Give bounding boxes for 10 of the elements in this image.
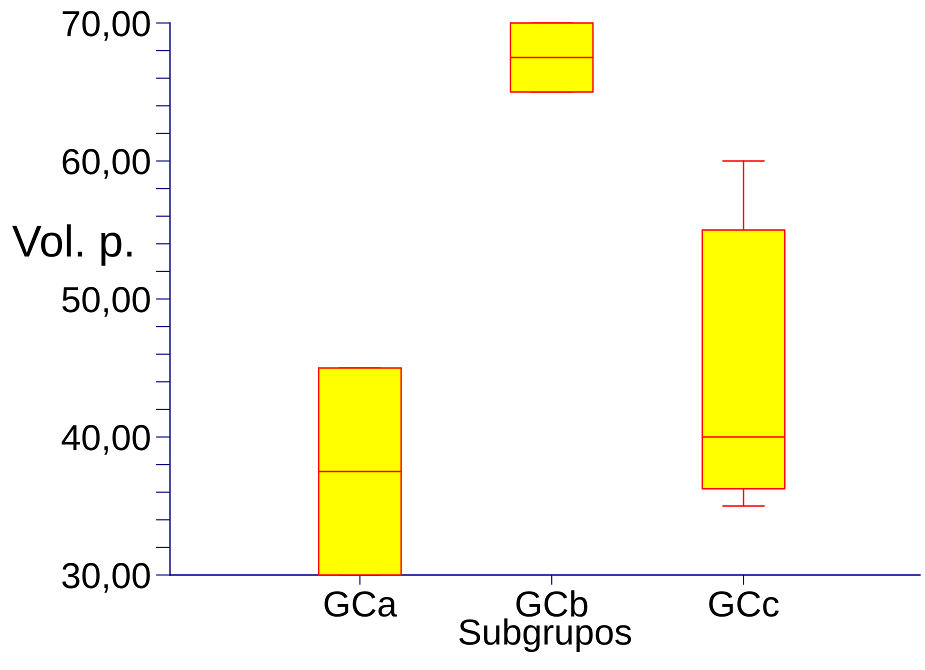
y-axis-title: Vol. p. [12, 224, 132, 266]
x-tick-label: GCc [709, 591, 779, 617]
y-tick-label: 70,00 [62, 10, 150, 41]
y-tick-label: 60,00 [62, 148, 150, 179]
y-tick-label: 50,00 [62, 286, 150, 317]
x-axis-title: Subgrupos [459, 618, 632, 652]
x-tick-label: GCb [516, 590, 588, 617]
x-tick-label: GCa [324, 591, 398, 617]
y-tick-label: 40,00 [62, 424, 150, 455]
y-tick-label: 30,00 [62, 562, 150, 593]
